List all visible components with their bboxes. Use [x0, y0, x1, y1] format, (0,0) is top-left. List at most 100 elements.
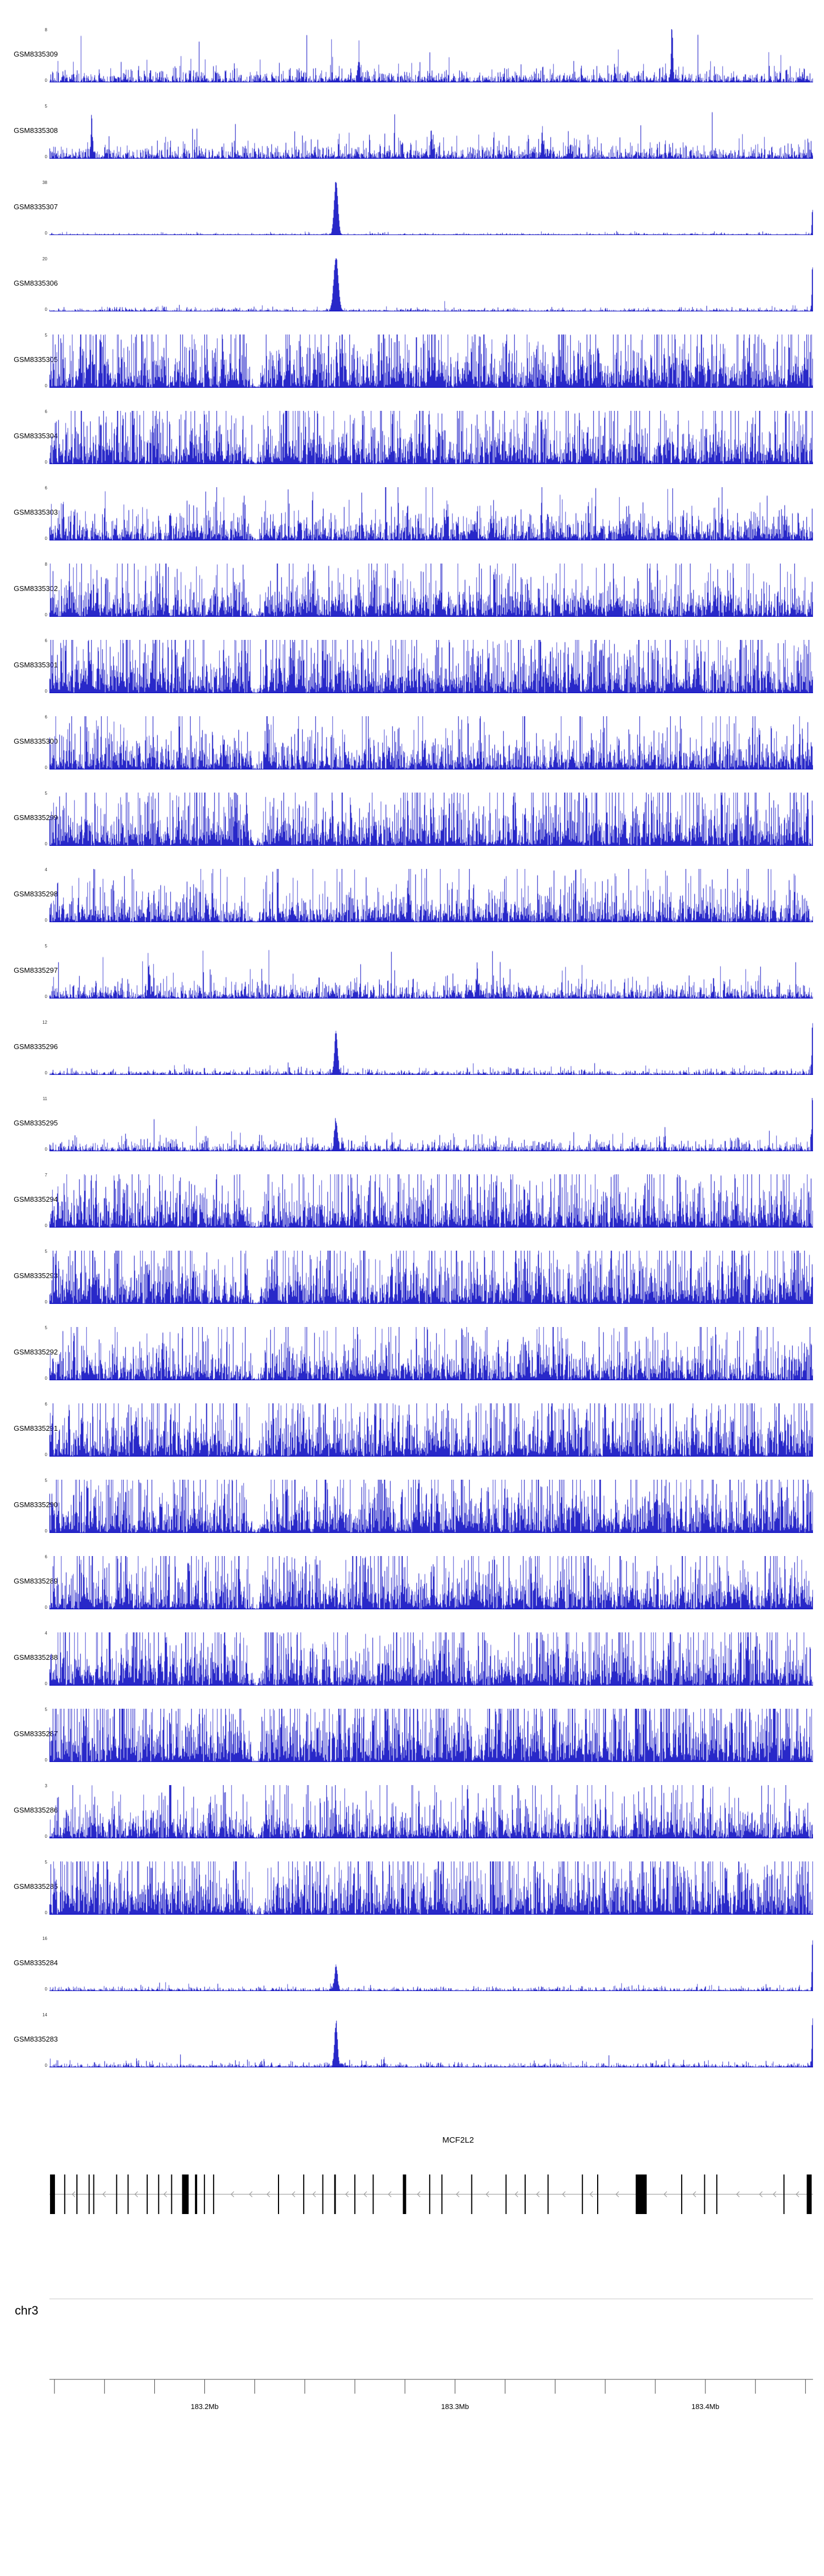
track-yaxis-min: 0 — [44, 1147, 47, 1152]
track-yaxis-max: 5 — [44, 104, 47, 109]
track-row-GSM8335293: GSM8335293 5 0 — [0, 1246, 824, 1323]
track-yaxis-min: 0 — [44, 1452, 47, 1457]
track-signal-canvas — [49, 793, 813, 846]
track-yaxis-min: 0 — [44, 994, 47, 999]
track-row-GSM8335294: GSM8335294 7 0 — [0, 1170, 824, 1246]
strand-arrow-icon — [163, 2191, 167, 2198]
track-signal-canvas — [49, 487, 813, 540]
track-yaxis-max: 11 — [42, 1096, 47, 1101]
gene-exon — [716, 2174, 717, 2214]
track-signal-canvas — [49, 1251, 813, 1304]
strand-arrow-icon — [388, 2191, 392, 2198]
track-yaxis-max: 5 — [44, 1707, 47, 1712]
track-label: GSM8335302 — [14, 584, 58, 593]
track-yaxis-max: 6 — [44, 409, 47, 414]
gene-exon — [471, 2174, 472, 2214]
track-signal-canvas — [49, 1785, 813, 1838]
gene-model — [49, 2174, 813, 2214]
strand-arrow-icon — [772, 2191, 777, 2198]
track-yaxis-min: 0 — [44, 1070, 47, 1075]
track-label: GSM8335305 — [14, 355, 58, 364]
gene-exon — [182, 2174, 189, 2214]
axis-tick-label: 183.4Mb — [692, 2402, 720, 2411]
track-yaxis-max: 3 — [44, 1783, 47, 1788]
strand-arrow-icon — [664, 2191, 667, 2198]
track-yaxis-min: 0 — [44, 1529, 47, 1534]
track-yaxis-max: 6 — [44, 486, 47, 490]
gene-exon — [354, 2174, 355, 2214]
track-signal-canvas — [49, 1327, 813, 1380]
gene-exon — [88, 2174, 90, 2214]
track-label: GSM8335299 — [14, 813, 58, 822]
track-yaxis-max: 4 — [44, 867, 47, 872]
strand-arrow-icon — [456, 2191, 460, 2198]
track-yaxis-min: 0 — [44, 918, 47, 923]
track-row-GSM8335285: GSM8335285 5 0 — [0, 1857, 824, 1933]
track-signal-canvas — [49, 564, 813, 617]
track-yaxis-max: 12 — [42, 1020, 47, 1025]
track-label: GSM8335289 — [14, 1577, 58, 1585]
gene-exon — [322, 2174, 324, 2214]
track-signal-canvas — [49, 640, 813, 693]
track-yaxis-min: 0 — [44, 1223, 47, 1228]
track-signal-canvas — [49, 1632, 813, 1686]
track-label: GSM8335306 — [14, 279, 58, 287]
gene-exon — [429, 2174, 431, 2214]
strand-arrow-icon — [486, 2191, 489, 2198]
gene-exon — [681, 2174, 682, 2214]
strand-arrow-icon — [102, 2191, 106, 2198]
track-signal-canvas — [49, 258, 813, 311]
track-yaxis-min: 0 — [44, 1681, 47, 1686]
track-label: GSM8335287 — [14, 1730, 58, 1738]
track-yaxis-max: 6 — [44, 1554, 47, 1559]
track-signal-canvas — [49, 1861, 813, 1915]
gene-exon — [171, 2174, 172, 2214]
gene-exon — [303, 2174, 304, 2214]
track-yaxis-max: 5 — [44, 944, 47, 949]
strand-arrow-icon — [230, 2191, 235, 2198]
strand-arrow-icon — [417, 2191, 421, 2198]
gene-exon — [636, 2174, 647, 2214]
track-label: GSM8335304 — [14, 432, 58, 440]
track-row-GSM8335283: GSM8335283 14 0 — [0, 2010, 824, 2086]
track-yaxis-min: 0 — [44, 1376, 47, 1381]
track-signal-canvas — [49, 334, 813, 388]
strand-arrow-icon — [562, 2191, 566, 2198]
track-yaxis-max: 6 — [44, 1402, 47, 1407]
track-yaxis-max: 5 — [44, 791, 47, 796]
track-row-GSM8335292: GSM8335292 5 0 — [0, 1323, 824, 1399]
gene-exon — [93, 2174, 94, 2214]
axis-tick-label: 183.3Mb — [441, 2402, 469, 2411]
track-signal-canvas — [49, 869, 813, 922]
track-row-GSM8335308: GSM8335308 5 0 — [0, 101, 824, 177]
track-yaxis-min: 0 — [44, 78, 47, 83]
chromosome-label: chr3 — [15, 2304, 38, 2317]
track-row-GSM8335299: GSM8335299 5 0 — [0, 788, 824, 865]
track-signal-canvas — [49, 1480, 813, 1533]
track-yaxis-max: 8 — [44, 562, 47, 567]
track-signal-canvas — [49, 182, 813, 235]
gene-exon — [334, 2174, 336, 2214]
track-yaxis-max: 5 — [44, 1325, 47, 1330]
track-row-GSM8335304: GSM8335304 6 0 — [0, 406, 824, 483]
strand-arrow-icon — [515, 2191, 519, 2198]
track-label: GSM8335293 — [14, 1272, 58, 1280]
track-signal-canvas — [49, 1938, 813, 1991]
track-row-GSM8335298: GSM8335298 4 0 — [0, 865, 824, 941]
gene-exon — [524, 2174, 526, 2214]
track-row-GSM8335290: GSM8335290 5 0 — [0, 1475, 824, 1552]
strand-arrow-icon — [134, 2191, 138, 2198]
gene-exon — [372, 2174, 374, 2214]
track-row-GSM8335303: GSM8335303 6 0 — [0, 483, 824, 559]
track-yaxis-min: 0 — [44, 1758, 47, 1763]
track-row-GSM8335284: GSM8335284 16 0 — [0, 1933, 824, 2010]
strand-arrow-icon — [589, 2191, 593, 2198]
track-yaxis-min: 0 — [44, 460, 47, 465]
strand-arrow-icon — [312, 2191, 316, 2198]
track-yaxis-min: 0 — [44, 2063, 47, 2068]
track-row-GSM8335309: GSM8335309 8 0 — [0, 25, 824, 101]
genomic-axis: 183.2Mb 183.3Mb 183.4Mb — [49, 2379, 813, 2411]
track-row-GSM8335307: GSM8335307 38 0 — [0, 177, 824, 254]
track-label: GSM8335285 — [14, 1882, 58, 1891]
strand-arrow-icon — [615, 2191, 619, 2198]
